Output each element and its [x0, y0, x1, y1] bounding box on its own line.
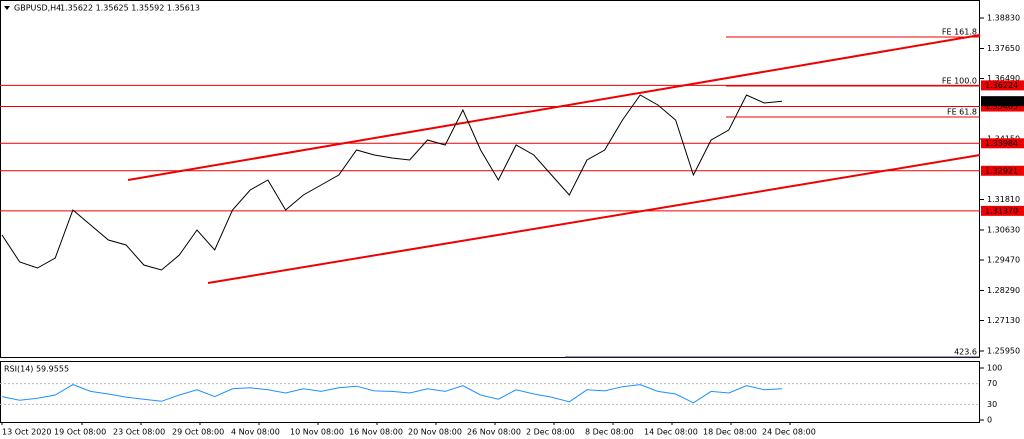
time-label: 20 Nov 08:00 — [408, 428, 462, 437]
time-label: 29 Oct 08:00 — [172, 428, 224, 437]
price-tick-label: 1.28290 — [987, 286, 1020, 295]
time-label: 26 Nov 08:00 — [467, 428, 521, 437]
level-tag — [981, 101, 1024, 112]
channel-lower — [207, 154, 981, 284]
price-tick-label: 1.30630 — [987, 225, 1020, 234]
level-label: 1.36224 — [985, 81, 1018, 90]
main-panel — [0, 0, 980, 358]
fibo-label: FE 100.0 — [942, 76, 977, 85]
symbol: GBPUSD,H4 — [14, 4, 61, 13]
rsi-title: RSI(14) 59.9555 — [4, 365, 69, 374]
time-label: 19 Oct 08:00 — [54, 428, 106, 437]
price-line — [1, 94, 783, 271]
rsi-line — [1, 384, 783, 404]
level-label: 1.33984 — [985, 139, 1018, 148]
rsi-tick-label: 30 — [987, 400, 997, 409]
price-tick-label: 1.29470 — [987, 255, 1020, 264]
channel-upper — [127, 34, 981, 181]
price-tick-label: 1.25950 — [987, 346, 1020, 355]
time-label: 16 Nov 08:00 — [349, 428, 403, 437]
time-label: 24 Dec 08:00 — [762, 428, 816, 437]
rsi-tick-label: 70 — [987, 379, 997, 388]
time-label: 4 Nov 08:00 — [231, 428, 280, 437]
fibo-label: 423.6 — [954, 348, 977, 357]
level-tag — [981, 205, 1024, 216]
time-label: 23 Oct 08:00 — [113, 428, 165, 437]
price-tick-label: 1.27130 — [987, 316, 1020, 325]
time-label: 2 Dec 08:00 — [526, 428, 575, 437]
price-tick-label: 1.38830 — [987, 13, 1020, 22]
rsi-tick-label: 100 — [987, 364, 1002, 373]
fibo-label: FE 61.8 — [947, 107, 977, 116]
price-tag — [981, 96, 1024, 107]
price-tick-label: 1.36490 — [987, 74, 1020, 83]
price-tick-label: 1.31810 — [987, 195, 1020, 204]
fibo-label: FE 161.8 — [942, 27, 977, 36]
time-label: 13 Oct 2020 — [2, 428, 51, 437]
time-label: 8 Dec 08:00 — [585, 428, 634, 437]
quote: 1.35622 1.35625 1.35592 1.35613 — [60, 4, 200, 13]
rsi-panel — [0, 361, 980, 423]
price-tick-label: 1.37650 — [987, 44, 1020, 53]
time-label: 10 Nov 08:00 — [290, 428, 344, 437]
time-label: 18 Dec 08:00 — [703, 428, 757, 437]
level-tag — [981, 165, 1024, 176]
current-price: 1.35613 — [985, 97, 1018, 106]
level-label: 1.35405 — [985, 102, 1018, 111]
level-label: 1.32921 — [985, 166, 1018, 175]
rsi-tick-label: 0 — [987, 416, 992, 425]
time-label: 14 Dec 08:00 — [644, 428, 698, 437]
level-tag — [981, 80, 1024, 91]
menu-arrow — [4, 6, 10, 10]
level-tag — [981, 138, 1024, 149]
level-label: 1.31370 — [985, 206, 1018, 215]
